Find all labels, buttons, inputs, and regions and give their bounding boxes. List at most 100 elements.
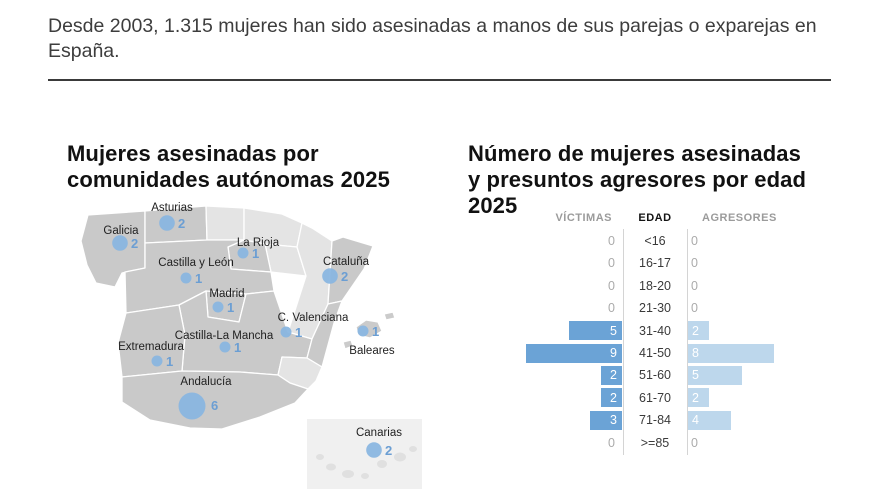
aggressors-bar: 2 bbox=[688, 388, 710, 408]
label-extremadura: Extremadura bbox=[118, 341, 184, 353]
age-column-header: EDAD bbox=[638, 212, 672, 224]
map-title-line2: comunidades autónomas 2025 bbox=[67, 167, 390, 192]
victims-bar: 2 bbox=[600, 365, 622, 385]
bubble-la-rioja bbox=[237, 247, 249, 259]
map-title: Mujeres asesinadas por comunidades autón… bbox=[67, 141, 467, 193]
value-asturias: 2 bbox=[178, 216, 185, 231]
bubble-baleares bbox=[357, 325, 369, 337]
victims-bar: 5 bbox=[568, 321, 622, 341]
value-andalucia: 6 bbox=[211, 398, 218, 413]
chart-row: 0 18-20 0 bbox=[460, 275, 880, 297]
label-la-rioja: La Rioja bbox=[237, 237, 280, 249]
aggressors-value: 0 bbox=[691, 278, 698, 293]
value-galicia: 2 bbox=[131, 236, 138, 251]
label-madrid: Madrid bbox=[209, 288, 244, 300]
value-cataluna: 2 bbox=[341, 269, 348, 284]
victims-bar: 2 bbox=[600, 388, 622, 408]
victims-value: 2 bbox=[610, 368, 617, 383]
aggressors-value: 4 bbox=[692, 413, 699, 428]
age-label: 31-40 bbox=[639, 323, 671, 338]
label-asturias: Asturias bbox=[151, 202, 193, 214]
chart-title-line3: 2025 bbox=[468, 193, 518, 218]
chart-title: Número de mujeres asesinadas y presuntos… bbox=[468, 141, 868, 219]
bubble-madrid bbox=[212, 301, 224, 313]
chart-row: 2 51-60 5 bbox=[460, 364, 880, 386]
label-castilla-y-leon: Castilla y León bbox=[158, 257, 233, 269]
label-castilla-la-mancha: Castilla-La Mancha bbox=[175, 330, 274, 342]
value-castilla-y-leon: 1 bbox=[195, 271, 202, 286]
chart-row: 0 16-17 0 bbox=[460, 252, 880, 274]
aggressors-value: 0 bbox=[691, 301, 698, 316]
bubble-c-valenciana bbox=[280, 326, 292, 338]
victims-value: 0 bbox=[608, 234, 615, 248]
region-cantabria bbox=[205, 205, 245, 241]
bubble-canarias bbox=[366, 442, 382, 458]
label-andalucia: Andalucía bbox=[180, 376, 232, 388]
island-ibiza bbox=[342, 339, 354, 350]
victims-axis-line bbox=[623, 229, 624, 455]
age-butterfly-chart: VÍCTIMAS EDAD AGRESORES 0 <16 0 0 16-17 … bbox=[460, 205, 880, 495]
value-madrid: 1 bbox=[227, 300, 234, 315]
chart-row: 0 21-30 0 bbox=[460, 297, 880, 319]
value-extremadura: 1 bbox=[166, 354, 173, 369]
aggressors-value: 2 bbox=[692, 390, 699, 405]
value-c-valenciana: 1 bbox=[295, 325, 302, 340]
label-galicia: Galicia bbox=[103, 225, 139, 237]
aggressors-bar: 5 bbox=[688, 365, 742, 385]
bubble-extremadura bbox=[151, 355, 163, 367]
bubble-andalucia bbox=[178, 392, 206, 420]
bubble-galicia bbox=[112, 235, 128, 251]
victims-value: 9 bbox=[610, 346, 617, 360]
age-label: >=85 bbox=[640, 435, 670, 450]
label-c-valenciana: C. Valenciana bbox=[278, 312, 349, 324]
aggressors-value: 8 bbox=[692, 346, 699, 360]
age-label: 71-84 bbox=[639, 413, 671, 428]
victims-column-header: VÍCTIMAS bbox=[555, 212, 612, 224]
aggressors-bar: 2 bbox=[688, 321, 710, 341]
aggressors-value: 5 bbox=[692, 368, 699, 383]
bubble-asturias bbox=[159, 215, 175, 231]
age-label: 16-17 bbox=[639, 256, 671, 271]
age-label: 18-20 bbox=[639, 278, 671, 293]
chart-row: 0 <16 0 bbox=[460, 230, 880, 252]
chart-row: 5 31-40 2 bbox=[460, 320, 880, 342]
age-label: 61-70 bbox=[639, 390, 671, 405]
bubble-cataluna bbox=[322, 268, 338, 284]
age-label: <16 bbox=[644, 234, 666, 248]
victims-value: 0 bbox=[608, 256, 615, 271]
victims-value: 0 bbox=[608, 278, 615, 293]
chart-title-line1: Número de mujeres asesinadas bbox=[468, 141, 801, 166]
label-cataluna: Cataluña bbox=[323, 256, 370, 268]
chart-row: 0 >=85 0 bbox=[460, 432, 880, 454]
intro-text: Desde 2003, 1.315 mujeres han sido asesi… bbox=[48, 15, 817, 62]
value-la-rioja: 1 bbox=[252, 246, 259, 261]
chart-row: 9 41-50 8 bbox=[460, 342, 880, 364]
island-menorca bbox=[383, 311, 396, 321]
label-baleares: Baleares bbox=[349, 345, 395, 357]
map-title-line1: Mujeres asesinadas por bbox=[67, 141, 319, 166]
age-label: 51-60 bbox=[639, 368, 671, 383]
aggressors-value: 0 bbox=[691, 435, 698, 450]
spain-map: Galicia Asturias La Rioja Castilla y Leó… bbox=[80, 202, 422, 489]
bubble-castilla-la-mancha bbox=[219, 341, 231, 353]
victims-value: 0 bbox=[608, 301, 615, 316]
value-canarias: 2 bbox=[385, 443, 392, 458]
aggressors-value: 0 bbox=[691, 234, 698, 248]
chart-title-line2: y presuntos agresores por edad bbox=[468, 167, 806, 192]
aggressors-value: 0 bbox=[691, 256, 698, 271]
value-baleares: 1 bbox=[372, 324, 379, 339]
victims-bar: 9 bbox=[525, 343, 622, 363]
victims-value: 2 bbox=[610, 390, 617, 405]
value-castilla-la-mancha: 1 bbox=[234, 340, 241, 355]
victims-value: 3 bbox=[610, 413, 617, 428]
region-andalucia bbox=[121, 370, 309, 430]
label-canarias: Canarias bbox=[356, 427, 402, 439]
aggressors-value: 2 bbox=[692, 323, 699, 338]
victims-value: 5 bbox=[610, 323, 617, 338]
victims-value: 0 bbox=[608, 435, 615, 450]
aggressors-bar: 4 bbox=[688, 410, 731, 430]
chart-row: 3 71-84 4 bbox=[460, 409, 880, 431]
victims-bar: 3 bbox=[589, 410, 622, 430]
age-label: 21-30 bbox=[639, 301, 671, 316]
canarias-islands bbox=[316, 446, 417, 479]
